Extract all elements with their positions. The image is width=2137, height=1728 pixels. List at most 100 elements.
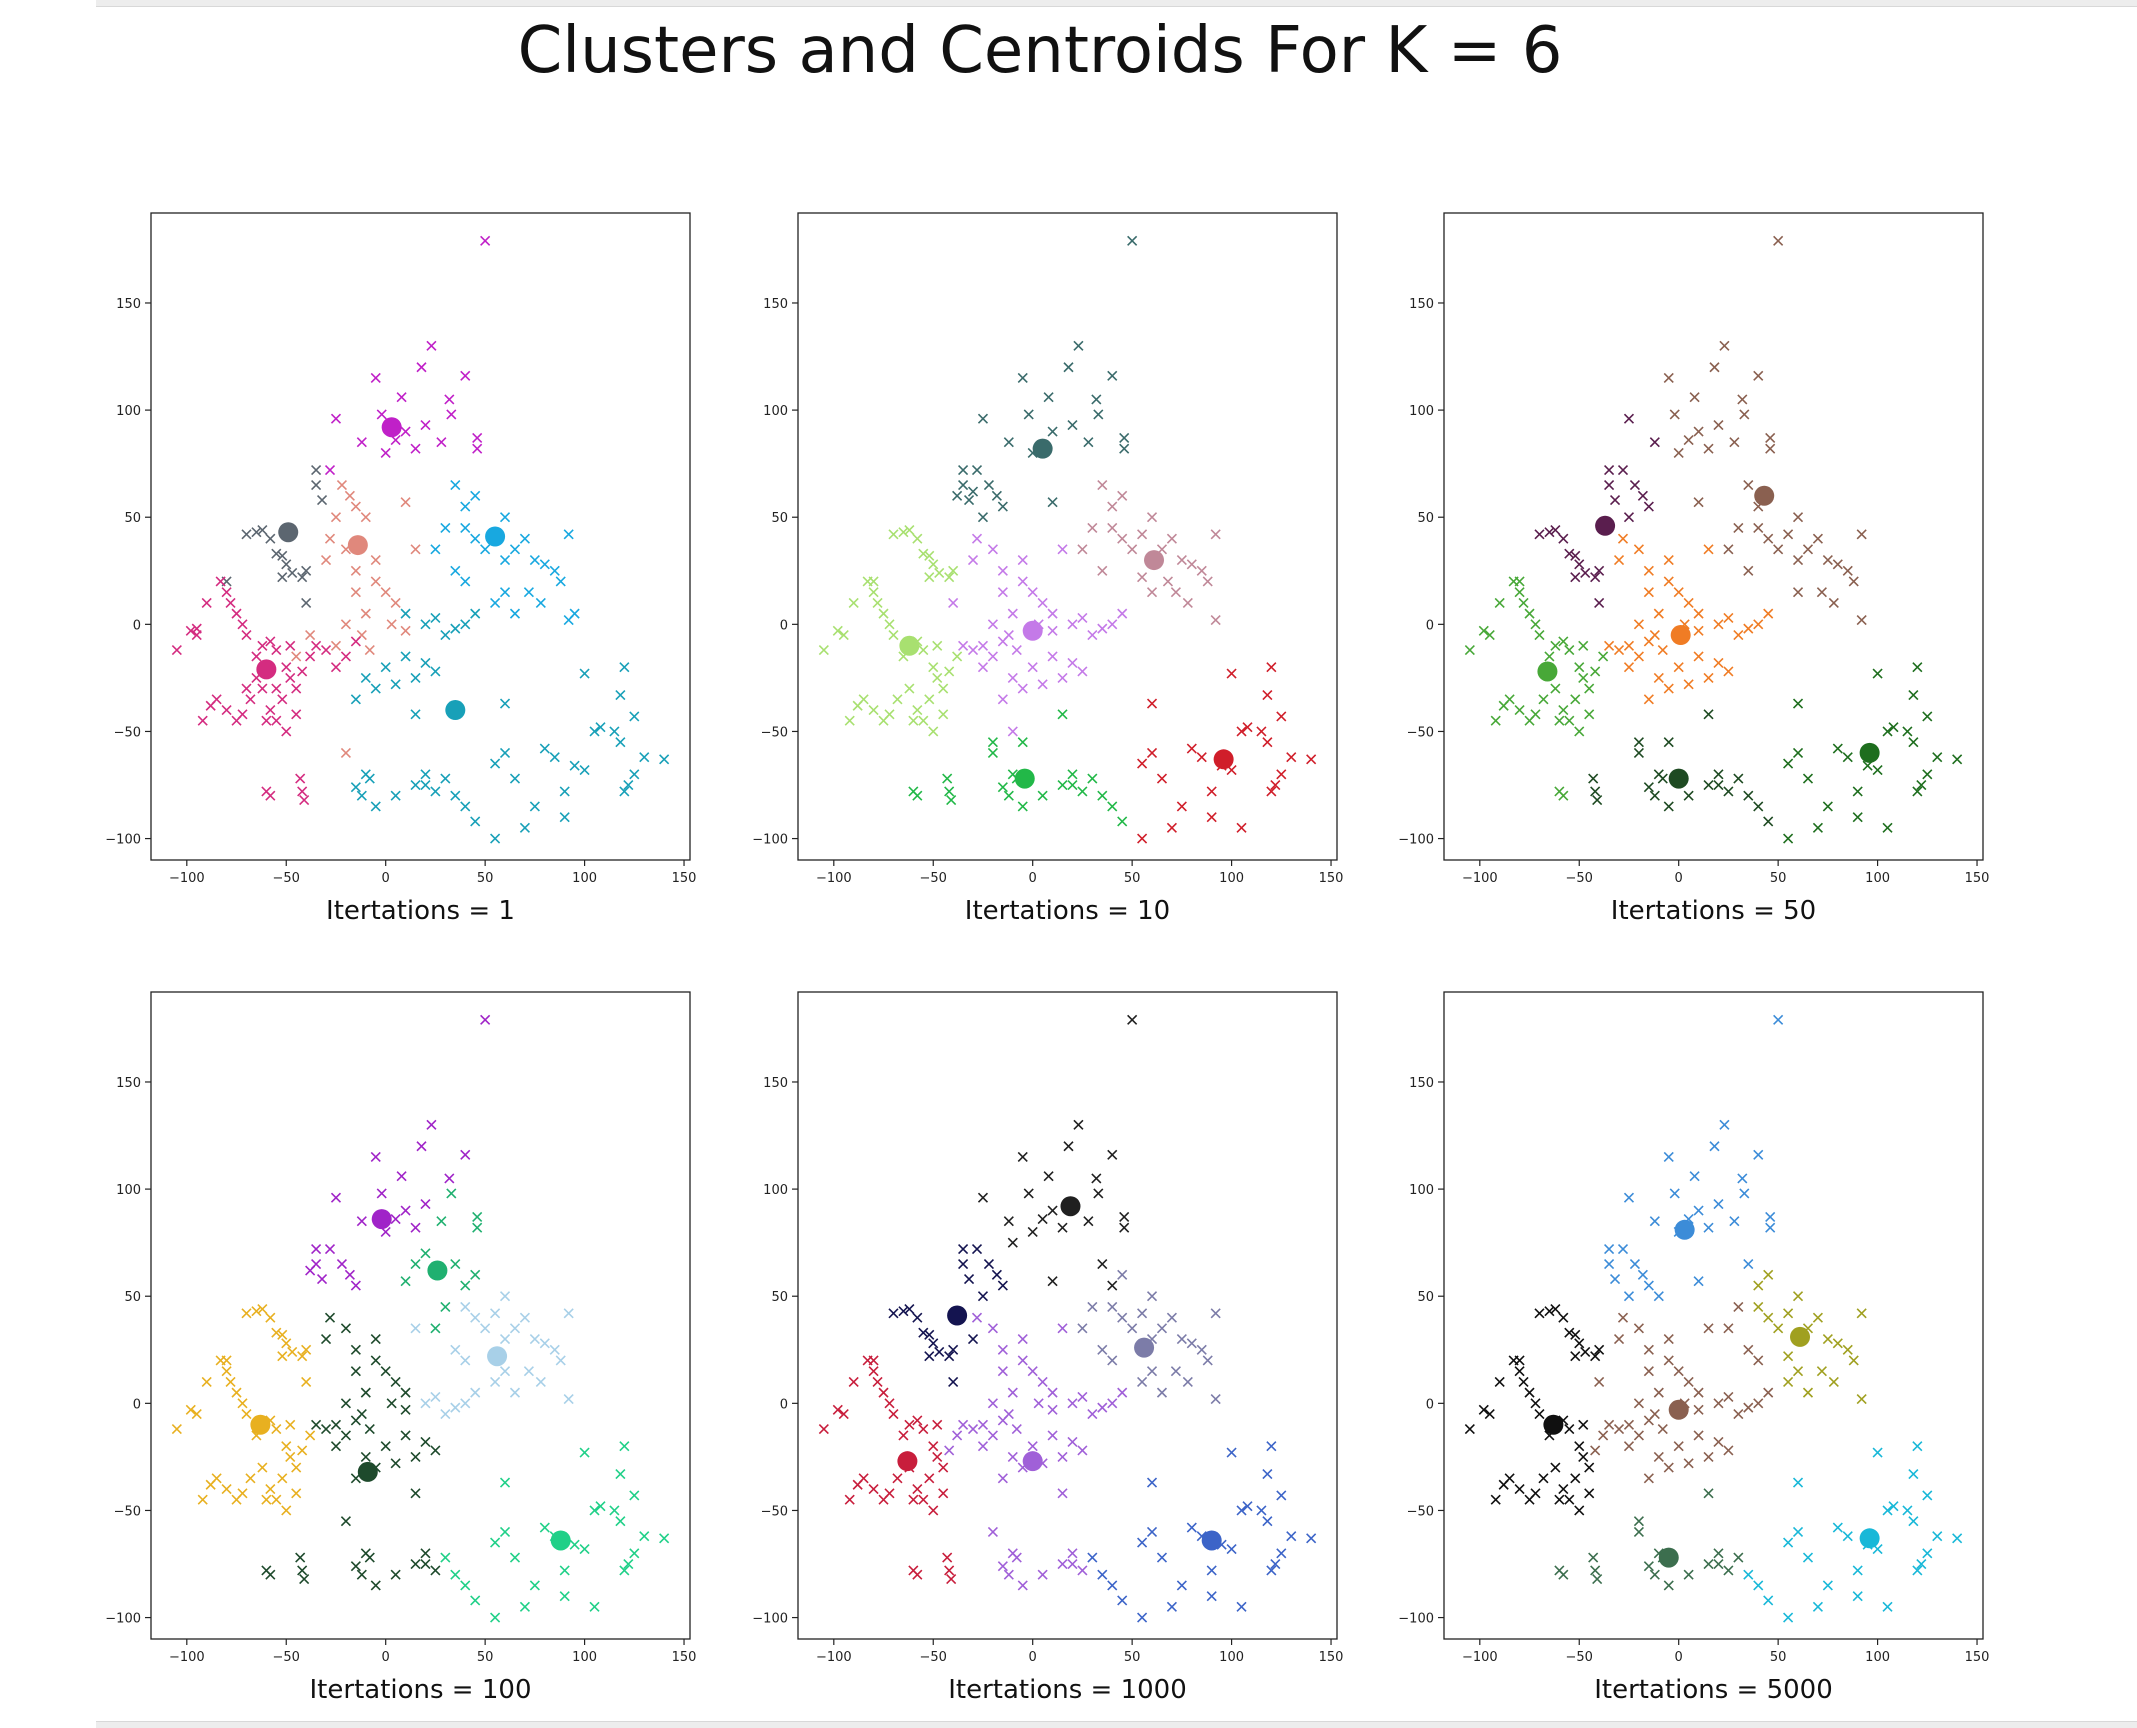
data-point-marker: [559, 1565, 570, 1576]
centroid-marker: [1134, 1337, 1155, 1358]
data-point-marker: [1683, 790, 1694, 801]
data-point-marker: [1137, 1376, 1148, 1387]
data-point-marker: [1792, 698, 1804, 709]
data-point-marker: [589, 1601, 600, 1612]
data-point-marker: [320, 1423, 332, 1435]
data-point-marker: [1226, 1447, 1237, 1458]
x-tick-label: 150: [672, 871, 697, 886]
data-point-marker: [420, 1548, 431, 1559]
data-point-marker: [1713, 657, 1724, 668]
data-point-marker: [1564, 1327, 1575, 1338]
data-point-marker: [472, 443, 483, 454]
centroid-marker: [947, 1305, 968, 1326]
data-point-marker: [942, 773, 953, 784]
data-point-marker: [350, 694, 361, 705]
x-tick-label: −50: [1566, 871, 1593, 886]
data-point-marker: [257, 525, 268, 536]
data-point-marker: [1186, 1338, 1197, 1349]
data-point-marker: [1812, 533, 1823, 544]
data-point-marker: [1574, 662, 1585, 673]
data-point-marker: [257, 1304, 268, 1315]
data-point-marker: [1097, 1402, 1108, 1413]
top-cell-border: [96, 0, 2137, 7]
data-point-marker: [1902, 726, 1913, 737]
data-point-marker: [1011, 1423, 1022, 1435]
cluster-3: [410, 1291, 574, 1420]
data-point-marker: [356, 1216, 367, 1227]
data-point-marker: [400, 497, 411, 508]
x-tick-label: 150: [1965, 1650, 1990, 1665]
data-point-marker: [340, 651, 351, 662]
data-point-marker: [265, 790, 276, 801]
data-point-marker: [529, 1334, 540, 1345]
data-point-marker: [1882, 1505, 1893, 1516]
data-point-marker: [997, 1280, 1008, 1291]
data-point-marker: [1952, 1533, 1963, 1544]
data-point-marker: [350, 782, 361, 793]
data-point-marker: [336, 1259, 348, 1270]
data-point-marker: [400, 625, 411, 636]
data-point-marker: [938, 1488, 949, 1499]
data-point-marker: [1765, 432, 1776, 444]
data-point-marker: [1653, 1451, 1664, 1462]
data-point-marker: [888, 629, 899, 641]
centroid-marker: [1022, 620, 1043, 641]
data-point-marker: [1733, 1552, 1744, 1563]
data-point-marker: [983, 1259, 995, 1270]
data-point-marker: [1594, 1344, 1605, 1355]
data-point-marker: [420, 1199, 431, 1210]
data-point-marker: [1783, 529, 1794, 540]
data-point-marker: [420, 779, 431, 791]
data-point-marker: [1842, 565, 1853, 576]
data-point-marker: [944, 1565, 955, 1576]
data-point-marker: [376, 1188, 387, 1199]
data-point-marker: [1623, 1419, 1635, 1430]
data-point-marker: [460, 522, 471, 533]
data-point-marker: [1206, 786, 1217, 797]
data-point-marker: [1637, 1269, 1648, 1280]
data-point-marker: [1017, 555, 1028, 566]
data-point-marker: [291, 1462, 302, 1473]
data-point-marker: [1633, 1516, 1644, 1527]
centroid-marker: [1668, 1399, 1689, 1420]
x-tick-label: 100: [572, 1650, 597, 1665]
data-point-marker: [1077, 1323, 1088, 1334]
data-point-marker: [579, 1447, 590, 1458]
data-point-marker: [1763, 608, 1774, 619]
data-point-marker: [977, 512, 989, 523]
data-point-marker: [1003, 790, 1014, 801]
data-point-marker: [1743, 1569, 1754, 1580]
data-point-marker: [1117, 1269, 1128, 1280]
data-point-marker: [997, 636, 1008, 647]
data-point-marker: [1023, 409, 1034, 420]
x-tick-label: 50: [1770, 1650, 1787, 1665]
cluster-6: [1087, 1441, 1317, 1623]
data-point-marker: [1783, 833, 1794, 844]
y-tick-label: −100: [105, 833, 141, 848]
cluster-6: [1137, 662, 1317, 844]
data-point-marker: [1067, 619, 1078, 630]
data-point-marker: [281, 726, 292, 737]
x-tick-label: −50: [273, 871, 300, 886]
cluster-5: [430, 480, 580, 626]
data-point-marker: [499, 747, 511, 758]
data-point-marker: [1063, 1141, 1074, 1152]
data-point-marker: [241, 629, 252, 641]
data-point-marker: [426, 340, 437, 351]
data-point-marker: [410, 1558, 421, 1570]
data-point-marker: [440, 1552, 451, 1563]
data-point-marker: [1663, 801, 1674, 812]
data-point-marker: [1578, 640, 1589, 651]
data-point-marker: [201, 597, 212, 608]
data-point-marker: [1822, 1334, 1833, 1345]
data-point-marker: [1783, 1612, 1794, 1623]
data-point-marker: [1693, 1430, 1704, 1441]
data-point-marker: [918, 1494, 929, 1505]
data-point-marker: [410, 709, 421, 720]
data-point-marker: [1623, 1192, 1635, 1203]
data-point-marker: [316, 495, 328, 506]
data-point-marker: [1043, 1171, 1054, 1182]
data-point-marker: [838, 1408, 849, 1420]
centroid-marker: [550, 1530, 571, 1551]
data-point-marker: [1952, 754, 1963, 765]
